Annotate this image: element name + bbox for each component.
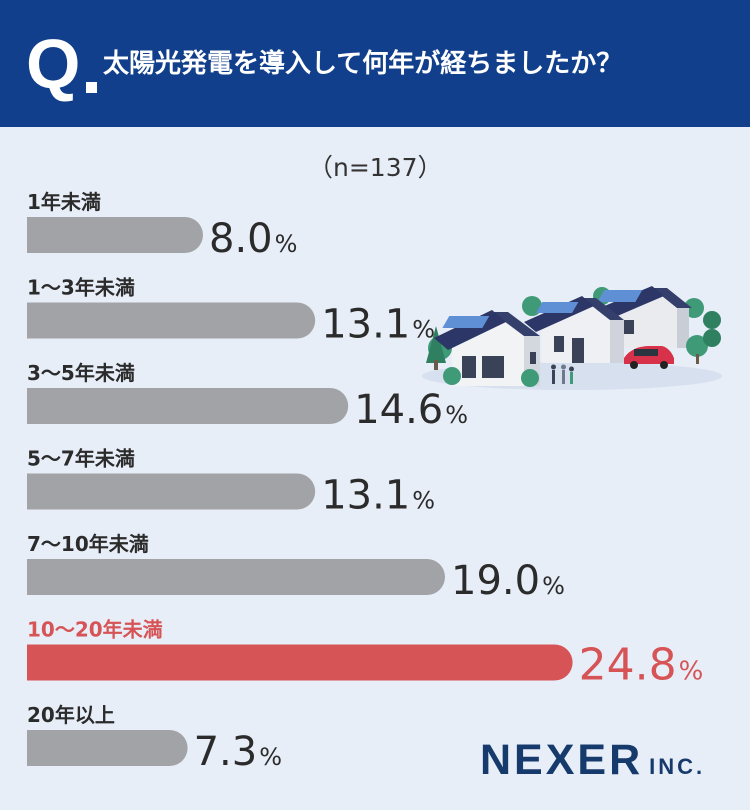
bar — [27, 217, 203, 253]
bar-left-edge — [27, 388, 63, 424]
category-label: 1年未満 — [27, 190, 101, 214]
value-label: 19.0% — [451, 558, 565, 604]
value-unit: % — [412, 316, 435, 344]
value-number: 8.0 — [209, 216, 273, 262]
value-label: 7.3% — [194, 729, 282, 775]
value-unit: % — [679, 657, 704, 687]
bar — [27, 644, 573, 681]
question-text: 太陽光発電を導入して何年が経ちましたか？ — [103, 49, 623, 79]
value-label: 13.1% — [321, 302, 435, 348]
value-unit: % — [542, 572, 565, 600]
category-label: 20年以上 — [27, 703, 115, 727]
bar-left-edge — [27, 644, 63, 681]
value-unit: % — [445, 401, 468, 429]
solar-houses-illustration — [422, 286, 722, 390]
category-label: 7〜10年未満 — [27, 532, 149, 556]
value-number: 19.0 — [451, 558, 540, 604]
category-label: 1〜3年未満 — [27, 276, 135, 300]
value-number: 7.3 — [194, 729, 258, 775]
bar-left-edge — [27, 559, 63, 595]
value-label: 24.8% — [579, 640, 704, 691]
bar — [27, 473, 316, 510]
category-label: 10〜20年未満 — [27, 618, 163, 642]
value-unit: % — [259, 743, 282, 771]
logo-main-text: NEXER — [480, 736, 644, 784]
q-mark: Q — [26, 25, 81, 103]
value-number: 13.1 — [321, 302, 410, 348]
category-label: 3〜5年未満 — [27, 361, 135, 385]
value-label: 14.6% — [354, 387, 468, 433]
value-number: 14.6 — [354, 387, 443, 433]
bar-left-edge — [27, 730, 63, 766]
value-number: 13.1 — [321, 473, 410, 519]
value-label: 13.1% — [321, 473, 435, 519]
logo-suffix-text: INC. — [649, 754, 706, 779]
value-unit: % — [412, 487, 435, 515]
sample-size-note: （n=137） — [308, 153, 443, 182]
question-header: Q 太陽光発電を導入して何年が経ちましたか？ — [0, 0, 750, 127]
nexer-logo: NEXER INC. — [480, 736, 705, 786]
bar-left-edge — [27, 217, 63, 253]
bar-left-edge — [27, 302, 63, 339]
value-unit: % — [275, 230, 298, 258]
bar — [27, 302, 316, 339]
value-number: 24.8 — [579, 640, 677, 691]
bar — [27, 730, 188, 766]
bar — [27, 388, 349, 424]
bar — [27, 559, 445, 595]
q-dot — [86, 82, 97, 93]
bar-left-edge — [27, 473, 63, 510]
category-label: 5〜7年未満 — [27, 447, 135, 471]
value-label: 8.0% — [209, 216, 297, 262]
